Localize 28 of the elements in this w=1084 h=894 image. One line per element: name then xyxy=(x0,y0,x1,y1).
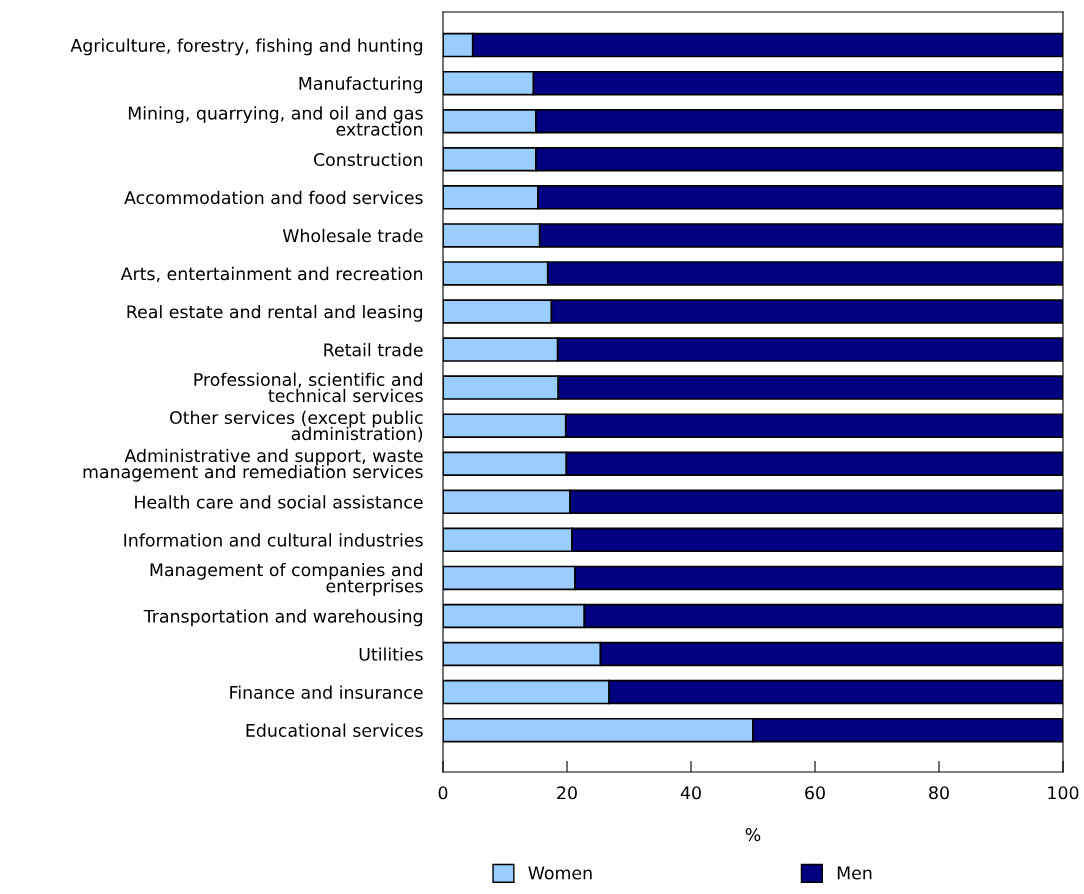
y-tick-label: Health care and social assistance xyxy=(135,495,423,509)
y-tick-label: Educational services xyxy=(246,723,423,737)
y-tick-label: Construction xyxy=(313,152,423,167)
y-tick-label: Wholesale trade xyxy=(282,228,423,243)
y-tick-label: Finance and insurance xyxy=(230,685,423,699)
y-tick-label: Manufacturing xyxy=(299,76,422,94)
x-tick-label: 80 xyxy=(929,786,949,800)
y-tick-label: Management of companies and enterprises xyxy=(150,562,423,596)
y-tick-label: Administrative and support, waste management and remediation services xyxy=(83,448,423,482)
x-tick-label: 60 xyxy=(805,786,825,800)
x-tick-label: 20 xyxy=(557,786,577,800)
x-tick-label: 100 xyxy=(1048,786,1079,800)
y-tick-label: Utilities xyxy=(359,647,423,661)
y-tick-label: Real estate and rental and leasing xyxy=(127,304,422,322)
legend-label: Men xyxy=(837,866,872,880)
y-tick-label: Arts, entertainment and recreation xyxy=(120,266,423,283)
y-tick-label: Accommodation and food services xyxy=(124,190,423,205)
x-tick-label: 0 xyxy=(438,786,448,800)
legend-label: Women xyxy=(528,866,592,880)
y-tick-label: Mining, quarrying, and oil and gas extraction xyxy=(128,106,423,136)
y-tick-label: Retail trade xyxy=(324,342,423,357)
y-tick-label: Agriculture, forestry, fishing and hunting xyxy=(70,38,422,56)
x-axis-title: % xyxy=(745,828,761,842)
y-tick-label: Transportation and warehousing xyxy=(143,609,422,627)
y-tick-label: Information and cultural industries xyxy=(124,533,423,547)
y-tick-label: Other services (except public administration) xyxy=(170,410,423,443)
y-tick-label: Professional, scientific and technical services xyxy=(194,372,423,403)
x-tick-label: 40 xyxy=(680,786,701,800)
